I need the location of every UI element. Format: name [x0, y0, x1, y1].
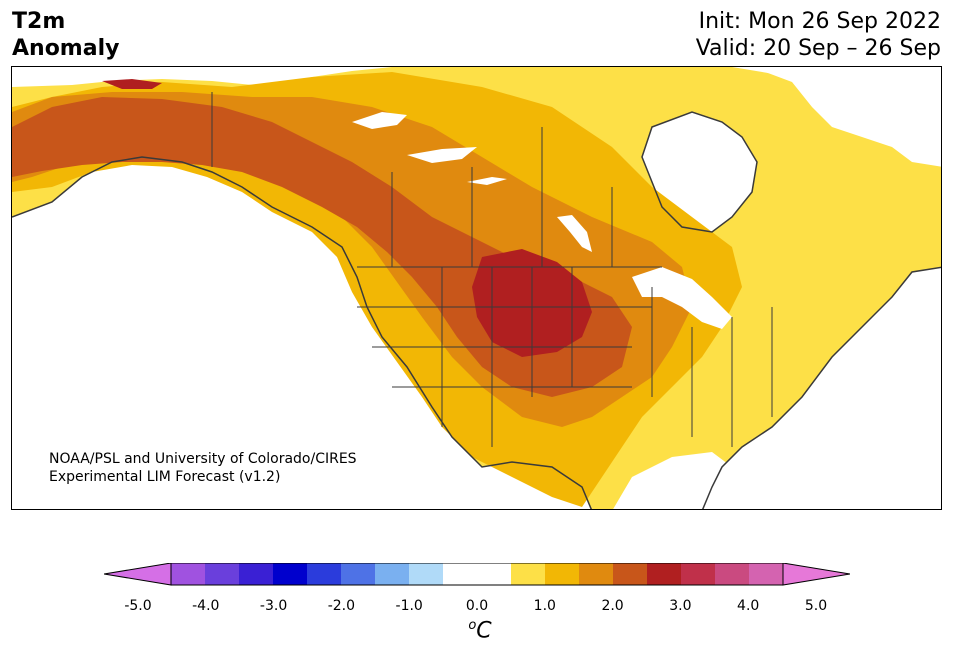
arctic-white [692, 67, 941, 167]
colorbar-cell [375, 563, 410, 585]
colorbar-tick-label: 0.0 [465, 598, 489, 614]
colorbar-cell [715, 563, 750, 585]
coastlines [12, 111, 941, 509]
colorbar-cell [205, 563, 240, 585]
colorbar-unit: oC [460, 618, 500, 643]
lake-winnipeg [557, 215, 592, 252]
colorbar-right-arrow [782, 563, 850, 586]
colorbar-tick-label: -3.0 [259, 598, 288, 614]
colorbar-cell [307, 563, 342, 585]
forecast-dates: Init: Mon 26 Sep 2022 Valid: 20 Sep – 26… [696, 8, 941, 62]
credit-line-2: Experimental LIM Forecast (v1.2) [49, 469, 281, 485]
map-title: T2m Anomaly [12, 8, 119, 62]
title-line-1: T2m [12, 9, 66, 34]
lake-athabasca [467, 177, 507, 185]
colorbar-tick-label: -4.0 [192, 598, 220, 614]
colorbar-cell [341, 563, 376, 585]
colorbar-tick-label: 5.0 [804, 598, 828, 614]
anomaly-core-alaska [102, 79, 162, 89]
colorbar-cell [681, 563, 716, 585]
colorbar-tick-label: -5.0 [124, 598, 152, 614]
colorbar-tick-label: 1.0 [533, 598, 556, 614]
colorbar-cell [273, 563, 308, 585]
colorbar-cell [409, 563, 444, 585]
unit-base: C [476, 618, 492, 644]
credit-line-1: NOAA/PSL and University of Colorado/CIRE… [49, 451, 357, 467]
colorbar-tick-label: -1.0 [395, 598, 423, 614]
colorbar-cell [443, 563, 478, 585]
colorbar-outline [170, 563, 784, 586]
colorbar [104, 563, 850, 586]
colorbar-cell [171, 563, 206, 585]
colorbar-cell [239, 563, 274, 585]
credit-text: NOAA/PSL and University of Colorado/CIRE… [49, 450, 357, 486]
great-lakes [632, 267, 732, 329]
init-date: Init: Mon 26 Sep 2022 [698, 9, 941, 34]
anomaly-map-svg [12, 67, 941, 509]
title-line-2: Anomaly [12, 36, 120, 61]
anomaly-map [11, 66, 942, 510]
colorbar-cell [545, 563, 580, 585]
colorbar-cell [613, 563, 648, 585]
colorbar-cell [579, 563, 614, 585]
colorbar-cell [647, 563, 682, 585]
colorbar-tick-label: 2.0 [601, 598, 624, 614]
colorbar-tick-label: -2.0 [327, 598, 356, 614]
great-slave-lake [407, 147, 477, 163]
great-bear-lake [352, 112, 407, 129]
colorbar-cell [511, 563, 546, 585]
colorbar-left-arrow [104, 563, 172, 586]
colorbar-tick-label: 4.0 [737, 598, 760, 614]
colorbar-cells [171, 563, 784, 585]
colorbar-cell [477, 563, 512, 585]
colorbar-tick-label: 3.0 [669, 598, 692, 614]
valid-date: Valid: 20 Sep – 26 Sep [695, 36, 941, 61]
boundaries [211, 92, 773, 447]
atlantic-ocean [753, 328, 941, 509]
anomaly-band-2-5-3 [12, 97, 632, 397]
gulf-of-mexico [613, 452, 732, 509]
colorbar-cell [749, 563, 784, 585]
unit-degree-sup: o [468, 618, 477, 633]
